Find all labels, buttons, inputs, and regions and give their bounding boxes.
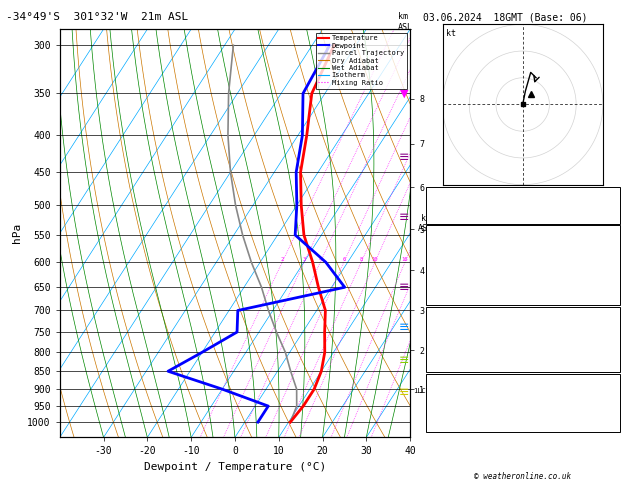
Text: -34°49'S  301°32'W  21m ASL: -34°49'S 301°32'W 21m ASL bbox=[6, 12, 189, 22]
Text: 4: 4 bbox=[319, 257, 322, 262]
Text: Temp (°C): Temp (°C) bbox=[429, 238, 476, 247]
Text: Totals Totals: Totals Totals bbox=[429, 201, 498, 210]
Text: 6: 6 bbox=[342, 257, 345, 262]
Text: SREH: SREH bbox=[429, 399, 450, 407]
Text: 16: 16 bbox=[402, 257, 408, 262]
Text: 8: 8 bbox=[360, 257, 363, 262]
Text: ▼: ▼ bbox=[399, 88, 408, 99]
Text: StmDir: StmDir bbox=[429, 410, 460, 419]
Text: 0: 0 bbox=[612, 283, 617, 293]
Text: 3: 3 bbox=[303, 257, 306, 262]
Text: StmSpd (kt): StmSpd (kt) bbox=[429, 422, 487, 431]
Text: CIN (J): CIN (J) bbox=[429, 295, 465, 304]
Text: Most Unstable: Most Unstable bbox=[489, 308, 557, 317]
Text: ≡: ≡ bbox=[399, 353, 409, 366]
Text: 10: 10 bbox=[372, 257, 378, 262]
Text: PW (cm): PW (cm) bbox=[429, 213, 465, 222]
Text: 0: 0 bbox=[612, 362, 617, 371]
Text: km
ASL: km ASL bbox=[398, 12, 413, 32]
Text: θᴄ(K): θᴄ(K) bbox=[429, 260, 455, 270]
Text: 34: 34 bbox=[606, 340, 617, 349]
Text: θᴄ (K): θᴄ (K) bbox=[429, 330, 460, 339]
Text: -51: -51 bbox=[601, 189, 617, 198]
Y-axis label: hPa: hPa bbox=[12, 223, 21, 243]
Legend: Temperature, Dewpoint, Parcel Trajectory, Dry Adiabat, Wet Adiabat, Isotherm, Mi: Temperature, Dewpoint, Parcel Trajectory… bbox=[316, 33, 406, 88]
Text: ≡: ≡ bbox=[399, 152, 409, 164]
Text: CIN (J): CIN (J) bbox=[429, 362, 465, 371]
Text: ≡: ≡ bbox=[399, 386, 409, 399]
Text: © weatheronline.co.uk: © weatheronline.co.uk bbox=[474, 472, 571, 481]
Text: CAPE (J): CAPE (J) bbox=[429, 351, 471, 361]
Text: 2: 2 bbox=[281, 257, 284, 262]
Text: 294: 294 bbox=[601, 260, 617, 270]
X-axis label: Dewpoint / Temperature (°C): Dewpoint / Temperature (°C) bbox=[144, 462, 326, 472]
Text: 238°: 238° bbox=[596, 410, 617, 419]
Text: 295: 295 bbox=[601, 330, 617, 339]
Text: 0: 0 bbox=[612, 351, 617, 361]
Text: 22: 22 bbox=[606, 272, 617, 281]
Text: Hodograph: Hodograph bbox=[499, 375, 547, 384]
Text: 13: 13 bbox=[606, 387, 617, 396]
Text: ≡: ≡ bbox=[399, 211, 409, 224]
Text: Lifted Index: Lifted Index bbox=[429, 340, 492, 349]
Text: CAPE (J): CAPE (J) bbox=[429, 283, 471, 293]
Text: Lifted Index: Lifted Index bbox=[429, 272, 492, 281]
Text: 10.4: 10.4 bbox=[596, 238, 617, 247]
Text: 1LCL: 1LCL bbox=[414, 388, 431, 394]
Text: Surface: Surface bbox=[504, 226, 541, 235]
Text: K: K bbox=[429, 189, 434, 198]
Text: kt: kt bbox=[446, 29, 456, 38]
Text: ≡: ≡ bbox=[399, 321, 409, 334]
Text: 21: 21 bbox=[606, 422, 617, 431]
Text: 99: 99 bbox=[606, 399, 617, 407]
Text: 6: 6 bbox=[612, 201, 617, 210]
Text: Dewp (°C): Dewp (°C) bbox=[429, 249, 476, 258]
Text: EH: EH bbox=[429, 387, 440, 396]
Text: 03.06.2024  18GMT (Base: 06): 03.06.2024 18GMT (Base: 06) bbox=[423, 12, 587, 22]
Text: 0.58: 0.58 bbox=[596, 213, 617, 222]
Text: ≡: ≡ bbox=[399, 281, 409, 294]
Y-axis label: km
ASL: km ASL bbox=[418, 214, 433, 233]
Text: Pressure (mb): Pressure (mb) bbox=[429, 318, 498, 328]
Text: 750: 750 bbox=[601, 318, 617, 328]
Text: 3: 3 bbox=[612, 249, 617, 258]
Text: 0: 0 bbox=[612, 295, 617, 304]
